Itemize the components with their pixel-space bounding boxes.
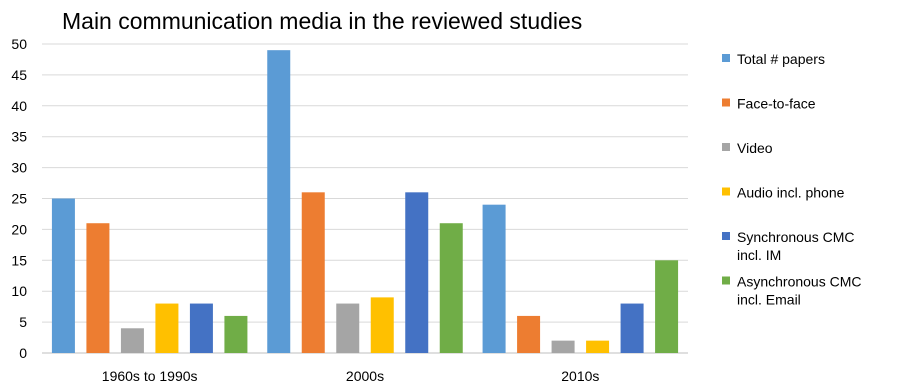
legend-label: Face-to-face: [737, 96, 816, 112]
legend-label: Synchronous CMC: [737, 229, 855, 245]
bar-synchronous-cmc-incl-im-1: [405, 192, 429, 353]
y-tick-label: 0: [19, 345, 27, 361]
y-tick-label: 45: [11, 67, 27, 83]
legend-item-asynchronous-cmc-incl-email: Asynchronous CMC incl. Email: [722, 274, 862, 308]
legend-swatch: [722, 54, 730, 62]
x-axis-categories: 1960s to 1990s 2000s 2010s: [102, 368, 600, 384]
bar-face-to-face-2: [517, 315, 541, 353]
legend-item-total-papers: Total # papers: [722, 51, 825, 67]
bar-audio-incl-phone-2: [586, 340, 610, 353]
bar-total-papers-1: [267, 50, 291, 354]
legend-label: incl. Email: [737, 292, 801, 308]
bar-total-papers-2: [482, 204, 506, 353]
y-tick-label: 20: [11, 221, 27, 237]
bars: [51, 50, 679, 354]
legend-item-video: Video: [722, 140, 773, 156]
bar-video-2: [551, 340, 575, 353]
bar-video-1: [336, 303, 360, 353]
y-tick-label: 5: [19, 314, 27, 330]
bar-video-0: [120, 328, 144, 353]
legend-label: Video: [737, 140, 773, 156]
y-tick-label: 15: [11, 252, 27, 268]
x-category-label: 2000s: [346, 368, 384, 384]
y-tick-label: 35: [11, 129, 27, 145]
bar-synchronous-cmc-incl-im-0: [189, 303, 213, 353]
bar-audio-incl-phone-1: [370, 297, 394, 353]
bar-total-papers-0: [51, 198, 75, 353]
legend-swatch: [722, 143, 730, 151]
bar-audio-incl-phone-0: [155, 303, 179, 353]
legend-label: Audio incl. phone: [737, 185, 845, 201]
bar-face-to-face-1: [301, 192, 325, 353]
chart-title: Main communication media in the reviewed…: [62, 8, 582, 34]
legend-swatch: [722, 276, 730, 285]
legend-label: incl. IM: [737, 247, 781, 263]
bar-asynchronous-cmc-incl-email-2: [655, 260, 679, 353]
x-category-label: 2010s: [561, 368, 599, 384]
legend-item-face-to-face: Face-to-face: [722, 96, 816, 112]
y-tick-label: 25: [11, 191, 27, 207]
legend-swatch: [722, 232, 730, 240]
y-tick-label: 10: [11, 283, 27, 299]
legend-item-synchronous-cmc-incl-im: Synchronous CMC incl. IM: [722, 229, 855, 263]
x-category-label: 1960s to 1990s: [102, 368, 198, 384]
y-tick-label: 40: [11, 98, 27, 114]
bar-face-to-face-0: [86, 223, 110, 353]
legend-swatch: [722, 187, 730, 196]
y-tick-label: 30: [11, 160, 27, 176]
legend-label: Total # papers: [737, 51, 825, 67]
legend: Total # papers Face-to-face Video Audio inc…: [722, 51, 862, 308]
legend-label: Asynchronous CMC: [737, 274, 862, 290]
bar-asynchronous-cmc-incl-email-1: [439, 223, 463, 353]
bar-synchronous-cmc-incl-im-2: [620, 303, 644, 353]
grid-layer: [42, 43, 688, 354]
legend-swatch: [722, 98, 730, 107]
bar-asynchronous-cmc-incl-email-0: [224, 315, 248, 353]
legend-item-audio-incl-phone: Audio incl. phone: [722, 185, 845, 201]
y-tick-label: 50: [11, 36, 27, 52]
y-axis-ticks: 0 5 10 15 20 25 30 35 40 45 50: [11, 36, 27, 361]
